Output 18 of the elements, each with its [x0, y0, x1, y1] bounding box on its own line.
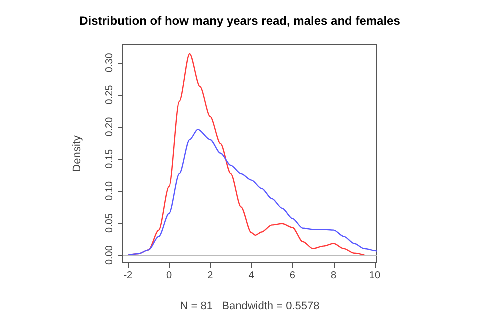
y-tick-label: 0.00 [104, 245, 116, 266]
y-axis-title: Density [72, 135, 84, 172]
y-tick-label: 0.30 [104, 52, 116, 73]
y-tick-label: 0.15 [104, 148, 116, 169]
x-tick-label: -2 [124, 270, 134, 282]
x-tick-label: 4 [248, 270, 255, 282]
chart-title: Distribution of how many years read, males and females [80, 14, 401, 28]
x-tick-label: 6 [290, 270, 296, 282]
y-tick-label: 0.20 [104, 116, 116, 137]
x-tick-label: 10 [369, 270, 381, 282]
x-tick-label: 0 [166, 270, 172, 282]
x-axis-title: N = 81 Bandwidth = 0.5578 [180, 300, 320, 312]
y-tick-label: 0.25 [104, 84, 116, 105]
x-tick-label: 2 [208, 270, 214, 282]
line-series [128, 129, 378, 256]
y-tick-label: 0.10 [104, 181, 116, 201]
y-tick-label: 0.05 [104, 213, 116, 233]
x-tick-label: 8 [331, 270, 338, 282]
